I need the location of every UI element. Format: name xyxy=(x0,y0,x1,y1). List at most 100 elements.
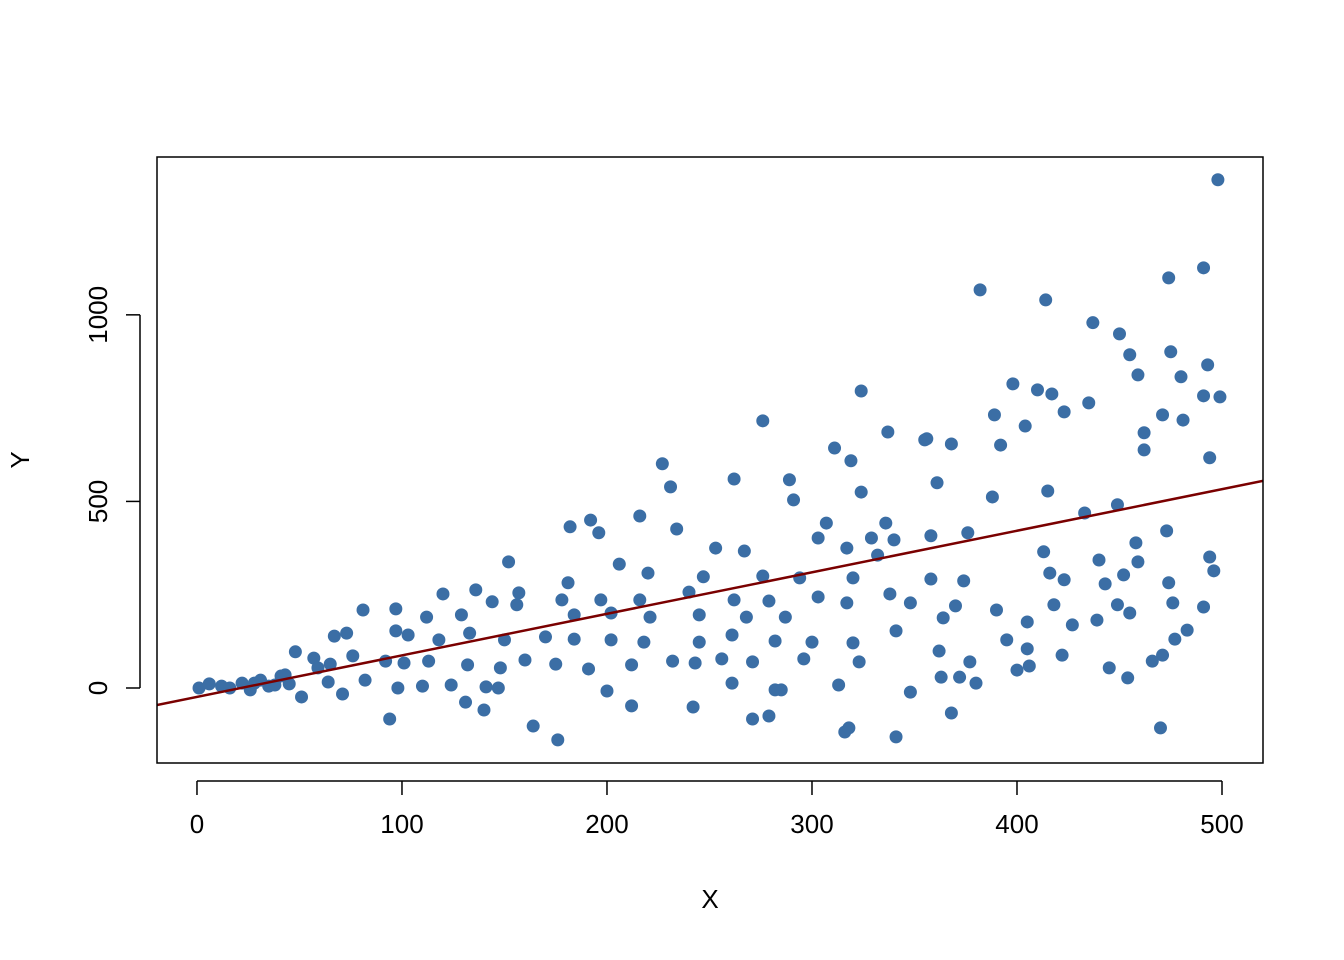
point xyxy=(1168,632,1182,646)
point xyxy=(969,676,983,690)
point xyxy=(340,626,354,640)
point xyxy=(1145,654,1159,668)
point xyxy=(903,685,917,699)
point xyxy=(493,661,507,675)
point xyxy=(1043,566,1057,580)
point xyxy=(889,624,903,638)
point xyxy=(1174,370,1188,384)
point xyxy=(840,596,854,610)
point xyxy=(756,414,770,428)
point xyxy=(1010,663,1024,677)
point xyxy=(1176,413,1190,427)
point xyxy=(1156,648,1170,662)
point xyxy=(934,670,948,684)
point xyxy=(1180,623,1194,637)
point xyxy=(1211,173,1225,187)
point xyxy=(561,576,575,590)
point xyxy=(727,472,741,486)
point xyxy=(491,681,505,695)
point xyxy=(725,676,739,690)
point xyxy=(633,593,647,607)
point xyxy=(1131,368,1145,382)
point xyxy=(944,706,958,720)
point xyxy=(538,630,552,644)
point xyxy=(479,680,493,694)
point xyxy=(1110,498,1124,512)
y-axis-label: Y xyxy=(5,451,35,468)
point xyxy=(389,624,403,638)
point xyxy=(202,677,216,691)
point xyxy=(454,608,468,622)
point xyxy=(592,526,606,540)
x-tick-label: 400 xyxy=(995,809,1038,839)
point xyxy=(469,583,483,597)
point xyxy=(994,438,1008,452)
point xyxy=(1156,408,1170,422)
point xyxy=(1090,613,1104,627)
point xyxy=(963,655,977,669)
point xyxy=(948,599,962,613)
point xyxy=(846,571,860,585)
x-tick-label: 0 xyxy=(190,809,204,839)
point xyxy=(930,476,944,490)
point xyxy=(307,651,321,665)
point xyxy=(664,480,678,494)
point xyxy=(936,611,950,625)
point xyxy=(432,633,446,647)
point xyxy=(1131,555,1145,569)
point xyxy=(686,700,700,714)
point xyxy=(1112,327,1126,341)
x-tick-label: 200 xyxy=(585,809,628,839)
point xyxy=(737,544,751,558)
point xyxy=(832,678,846,692)
point xyxy=(420,610,434,624)
point xyxy=(383,712,397,726)
point xyxy=(864,531,878,545)
point xyxy=(567,632,581,646)
point xyxy=(1057,405,1071,419)
point xyxy=(762,709,776,723)
point xyxy=(1197,389,1211,403)
point xyxy=(746,655,760,669)
point xyxy=(288,645,302,659)
point xyxy=(889,730,903,744)
point xyxy=(510,598,524,612)
point xyxy=(1207,564,1221,578)
point xyxy=(1117,568,1131,582)
point xyxy=(1022,659,1036,673)
point xyxy=(762,594,776,608)
point xyxy=(797,652,811,666)
point xyxy=(846,636,860,650)
point xyxy=(295,690,309,704)
x-tick-label: 100 xyxy=(380,809,423,839)
point xyxy=(881,425,895,439)
point xyxy=(903,596,917,610)
plot-frame xyxy=(156,156,1264,764)
point xyxy=(1086,316,1100,330)
point xyxy=(391,681,405,695)
point xyxy=(1123,348,1137,362)
point xyxy=(422,654,436,668)
point xyxy=(327,629,341,643)
point xyxy=(555,593,569,607)
point xyxy=(223,681,237,695)
point xyxy=(612,557,626,571)
y-tick-label: 0 xyxy=(83,681,113,695)
point xyxy=(852,655,866,669)
point xyxy=(739,610,753,624)
point xyxy=(1057,573,1071,587)
point xyxy=(688,656,702,670)
point xyxy=(1065,618,1079,632)
point xyxy=(1039,293,1053,307)
point xyxy=(727,593,741,607)
point xyxy=(444,678,458,692)
point xyxy=(1137,426,1151,440)
point xyxy=(192,681,206,695)
point xyxy=(518,653,532,667)
point xyxy=(389,602,403,616)
point xyxy=(961,526,975,540)
point xyxy=(1030,383,1044,397)
point xyxy=(924,529,938,543)
point xyxy=(746,712,760,726)
point xyxy=(594,593,608,607)
